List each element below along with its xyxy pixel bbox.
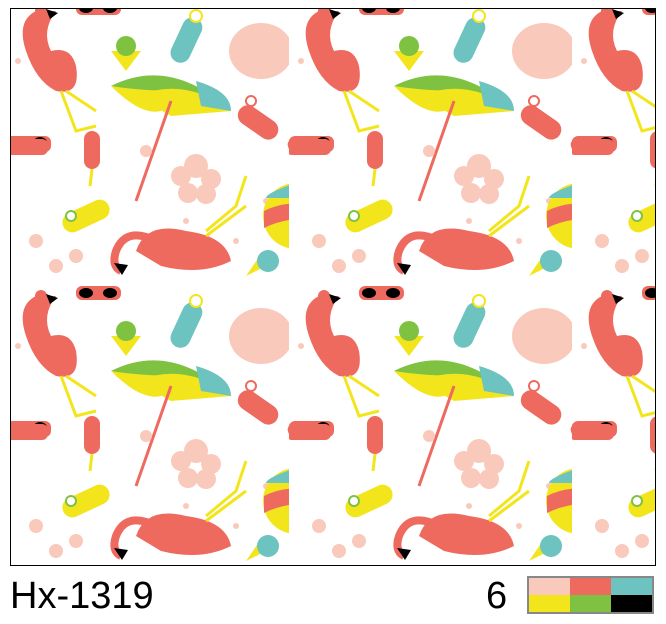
swatch-color-5 — [570, 595, 611, 612]
swatch-color-3 — [611, 578, 652, 595]
color-count: 6 — [486, 575, 508, 617]
pattern-code: Hx-1319 — [10, 575, 154, 617]
swatch-color-2 — [570, 578, 611, 595]
color-swatch — [527, 576, 654, 614]
swatch-color-6 — [611, 595, 652, 612]
pattern-preview — [10, 8, 656, 566]
swatch-color-4 — [529, 595, 570, 612]
pattern-image — [11, 9, 655, 565]
swatch-color-1 — [529, 578, 570, 595]
